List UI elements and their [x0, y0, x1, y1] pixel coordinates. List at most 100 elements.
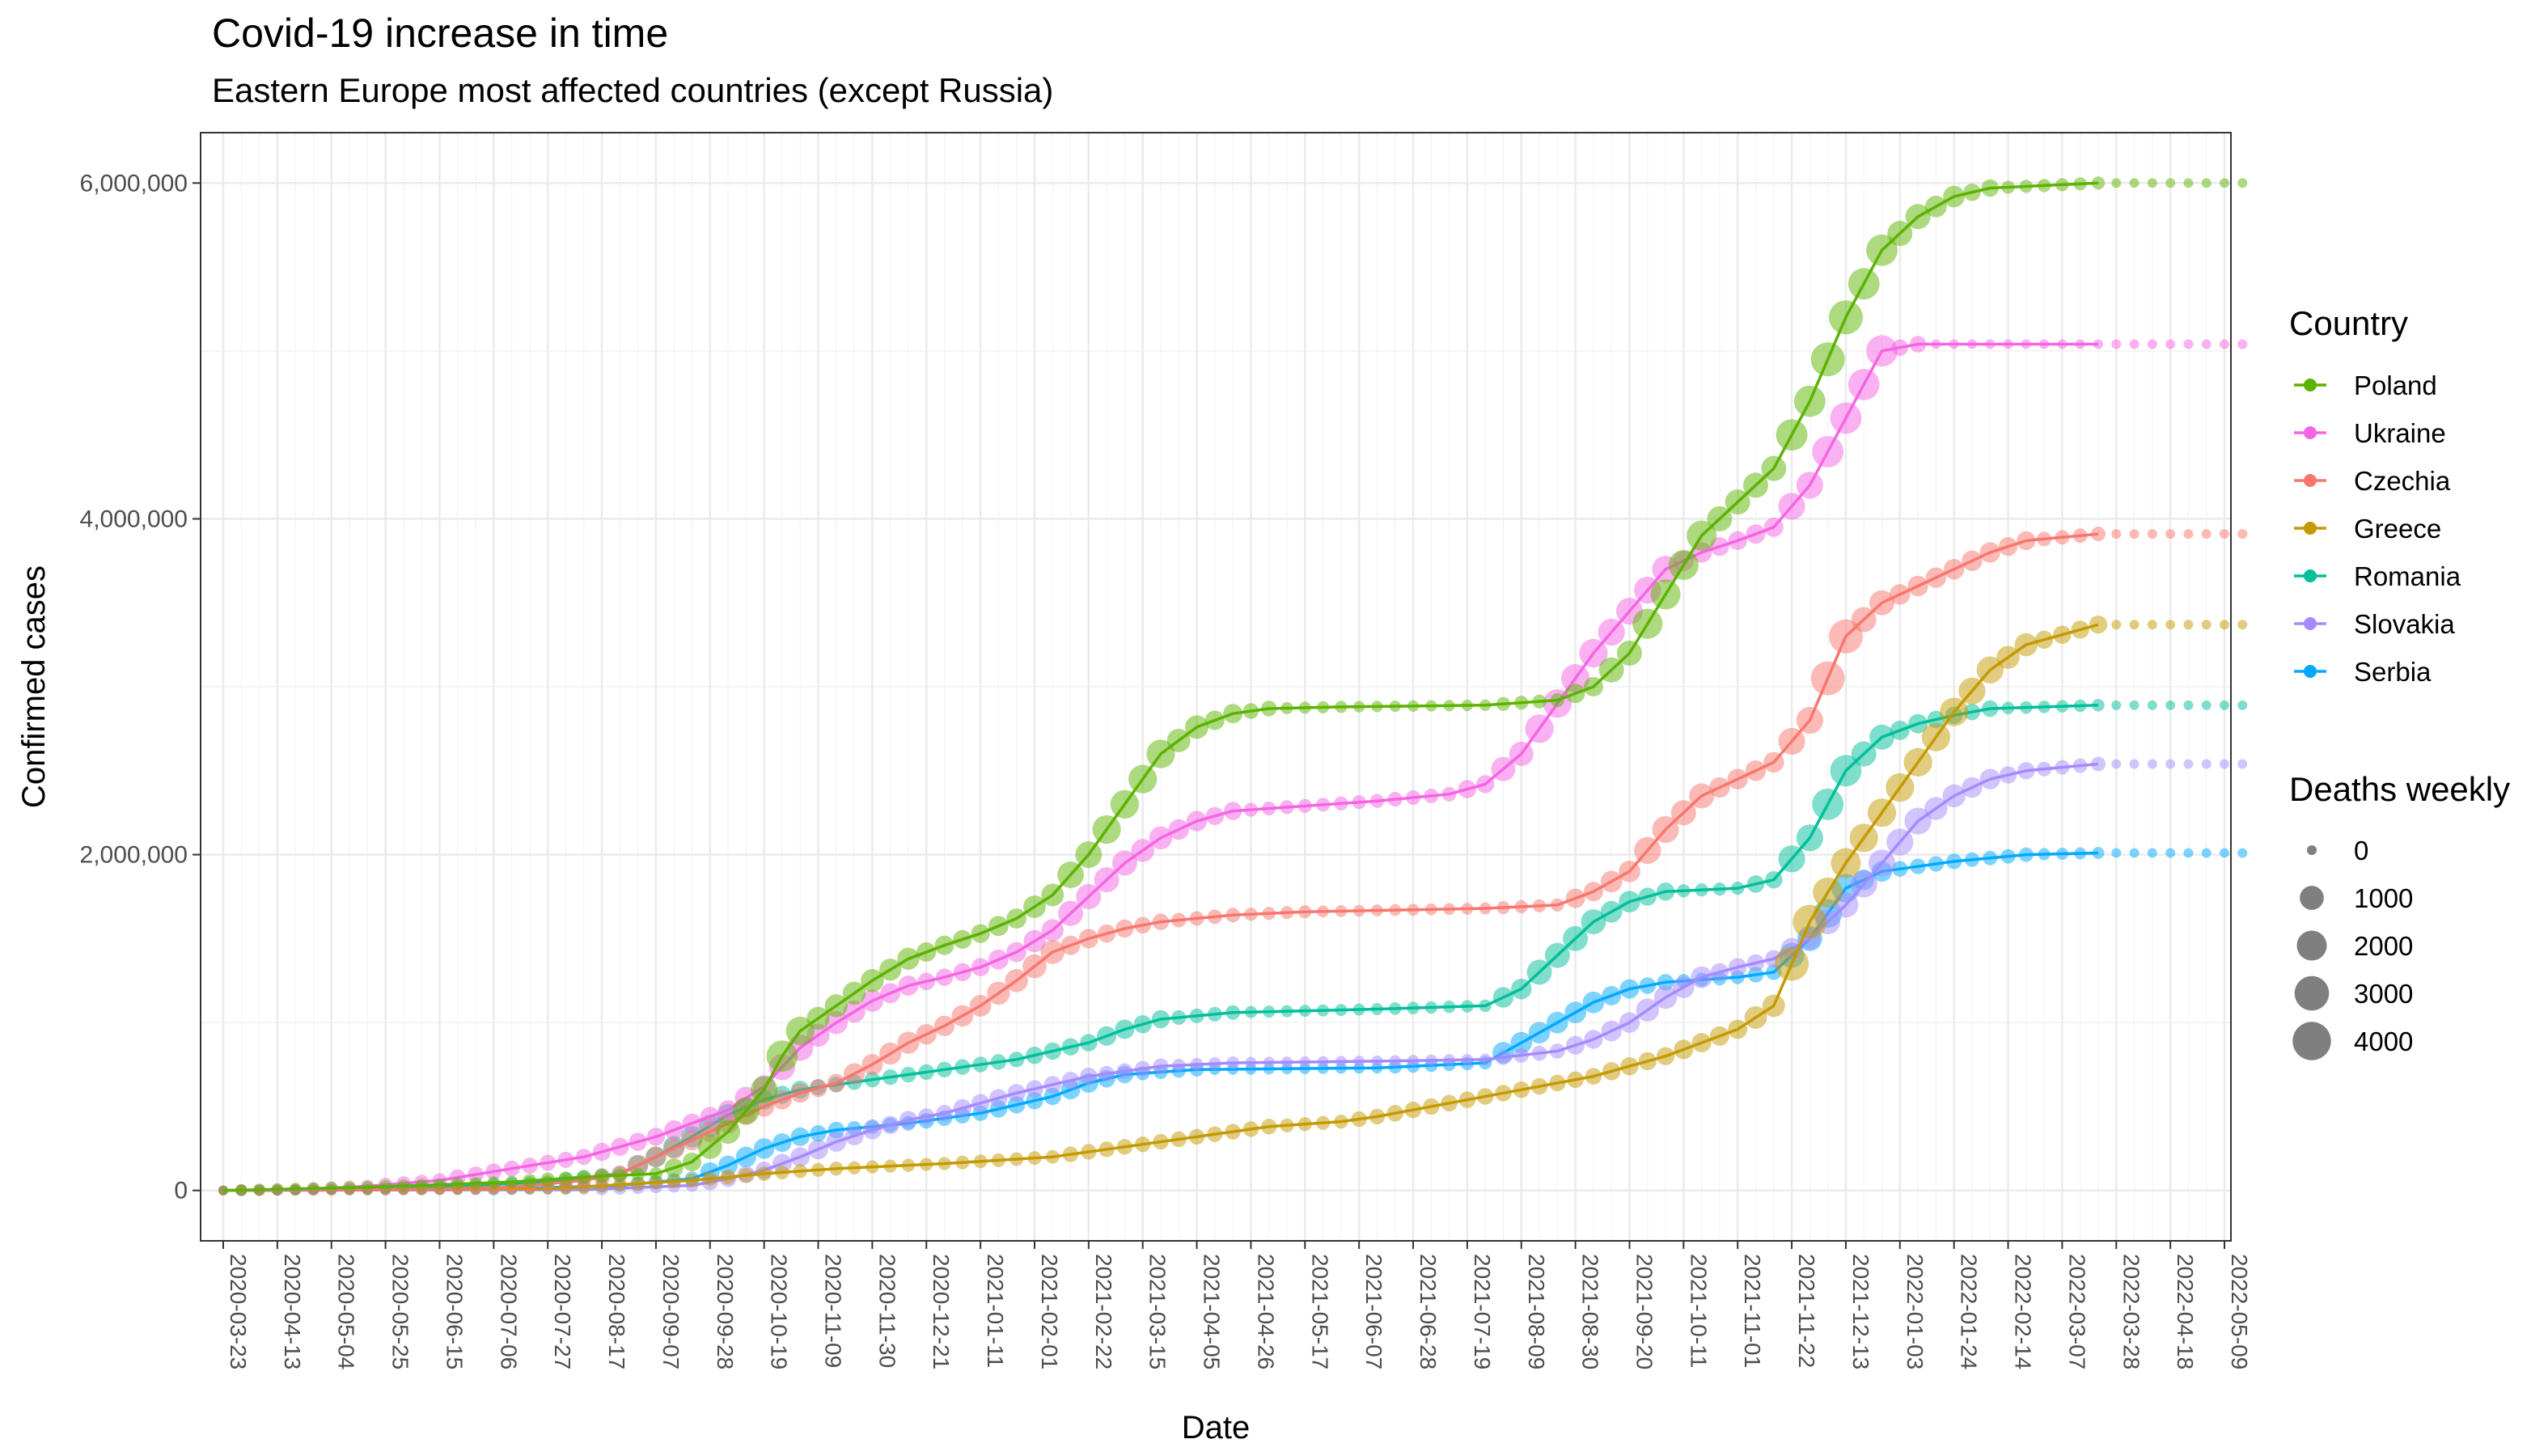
x-tick-label: 2021-08-09 [1524, 1254, 1549, 1369]
legend-key-czechia [2304, 474, 2317, 487]
x-tick-label: 2020-11-09 [821, 1254, 846, 1368]
legend-label-poland: Poland [2354, 370, 2437, 400]
data-point-greece [2147, 620, 2157, 630]
data-point-ukraine [2111, 339, 2122, 349]
data-point-romania [2201, 700, 2212, 710]
series-line-slovakia [222, 762, 2099, 1192]
x-tick-label: 2020-03-23 [226, 1254, 251, 1369]
legend-key-greece [2304, 522, 2317, 535]
x-tick-label: 2022-01-03 [1903, 1254, 1928, 1369]
data-point-ukraine [2201, 339, 2212, 349]
data-point-poland [2147, 178, 2157, 188]
legend: Country Poland Ukraine Czechia Greece Romania… [2289, 304, 2510, 1060]
x-tick-label: 2021-05-17 [1307, 1254, 1332, 1369]
legend-key-romania [2304, 569, 2317, 582]
x-tick-label: 2022-02-14 [2011, 1254, 2036, 1369]
x-tick-label: 2020-05-25 [388, 1254, 413, 1369]
data-point-greece [2111, 620, 2122, 630]
x-tick-label: 2021-06-28 [1416, 1254, 1441, 1369]
x-tick-label: 2021-12-13 [1848, 1254, 1873, 1369]
size-legend-label: 2000 [2354, 931, 2413, 961]
x-tick-label: 2020-06-15 [442, 1254, 467, 1369]
y-axis-title: Confirmed cases [16, 565, 52, 808]
size-legend-key [2307, 845, 2317, 855]
data-point-greece [2129, 620, 2140, 630]
legend-label-greece: Greece [2354, 514, 2441, 544]
plot-panel-border [200, 132, 2232, 1242]
data-point-slovakia [2111, 759, 2122, 769]
data-point-ukraine [2165, 339, 2176, 349]
size-legend-key [2294, 976, 2330, 1011]
size-legend-key [2296, 930, 2327, 961]
data-point-czechia [2147, 529, 2157, 540]
x-tick-label: 2021-02-01 [1037, 1254, 1062, 1369]
x-tick-label: 2021-10-11 [1686, 1254, 1711, 1368]
data-point-romania [2129, 700, 2140, 710]
data-point-greece [2220, 620, 2229, 630]
legend-key-ukraine [2304, 426, 2317, 439]
x-tick-label: 2022-05-09 [2227, 1254, 2252, 1369]
legend-key-poland [2304, 379, 2317, 392]
series-line-poland [222, 181, 2099, 1192]
x-tick-label: 2020-09-07 [658, 1254, 684, 1369]
data-point-ukraine [2220, 339, 2229, 349]
data-point-slovakia [2201, 759, 2212, 769]
x-tick-label: 2020-04-13 [280, 1254, 305, 1369]
x-tick-label: 2022-03-07 [2064, 1254, 2089, 1369]
data-point-slovakia [2237, 759, 2248, 769]
x-tick-label: 2021-08-30 [1578, 1254, 1603, 1369]
data-point-poland [2220, 178, 2229, 188]
data-point-slovakia [2129, 759, 2140, 769]
data-point-serbia [2147, 848, 2157, 858]
x-tick-label: 2020-08-17 [604, 1254, 629, 1369]
data-point-romania [2147, 700, 2157, 710]
series-line-greece [222, 623, 2099, 1192]
data-point-serbia [2111, 848, 2122, 858]
data-point-serbia [2201, 848, 2212, 858]
data-point-ukraine [2129, 339, 2140, 349]
data-point-serbia [2220, 848, 2229, 858]
x-tick-label: 2021-02-22 [1091, 1254, 1116, 1369]
size-legend-key [2300, 886, 2324, 910]
data-point-slovakia [2183, 759, 2194, 769]
legend-label-slovakia: Slovakia [2354, 609, 2455, 639]
legend-title: Country [2289, 304, 2408, 342]
x-tick-label: 2021-11-22 [1794, 1254, 1819, 1368]
x-tick-label: 2021-01-11 [983, 1254, 1008, 1368]
series-layer [218, 176, 2248, 1196]
series-poland [218, 176, 2248, 1196]
data-point-czechia [2129, 529, 2140, 540]
x-tick-label: 2021-07-19 [1470, 1254, 1495, 1369]
data-point-poland [2237, 178, 2248, 188]
data-point-czechia [2183, 529, 2194, 540]
x-tick-label: 2022-03-28 [2118, 1254, 2144, 1369]
axis-layer: 0 2,000,000 4,000,000 6,000,000 2020-03-23 20… [80, 170, 2252, 1369]
data-point-czechia [2237, 529, 2248, 540]
size-legend-label: 0 [2354, 836, 2368, 866]
legend-label-ukraine: Ukraine [2354, 418, 2446, 448]
data-point-ukraine [2237, 339, 2248, 349]
legend-key-serbia [2304, 665, 2317, 678]
legend-label-romania: Romania [2354, 561, 2461, 591]
chart-subtitle: Eastern Europe most affected countries (… [212, 71, 1054, 109]
y-tick-label: 2,000,000 [80, 842, 188, 869]
chart-title: Covid-19 increase in time [212, 11, 669, 56]
data-point-romania [2111, 700, 2122, 710]
x-tick-label: 2021-06-07 [1361, 1254, 1386, 1369]
data-point-romania [2220, 700, 2229, 710]
x-tick-label: 2022-01-24 [1957, 1254, 1982, 1369]
x-tick-label: 2021-03-15 [1145, 1254, 1170, 1369]
data-point-poland [2129, 178, 2140, 188]
data-point-poland [2183, 178, 2194, 188]
size-legend-key [2292, 1022, 2331, 1060]
data-point-romania [2165, 700, 2176, 710]
series-line-ukraine [222, 342, 2098, 1192]
data-point-greece [2237, 620, 2248, 630]
data-point-serbia [2129, 848, 2140, 858]
size-legend-label: 1000 [2354, 883, 2413, 913]
x-tick-label: 2020-07-27 [550, 1254, 575, 1369]
x-tick-label: 2022-04-18 [2173, 1254, 2198, 1369]
data-point-serbia [2183, 848, 2194, 858]
x-tick-label: 2020-11-30 [874, 1254, 899, 1368]
